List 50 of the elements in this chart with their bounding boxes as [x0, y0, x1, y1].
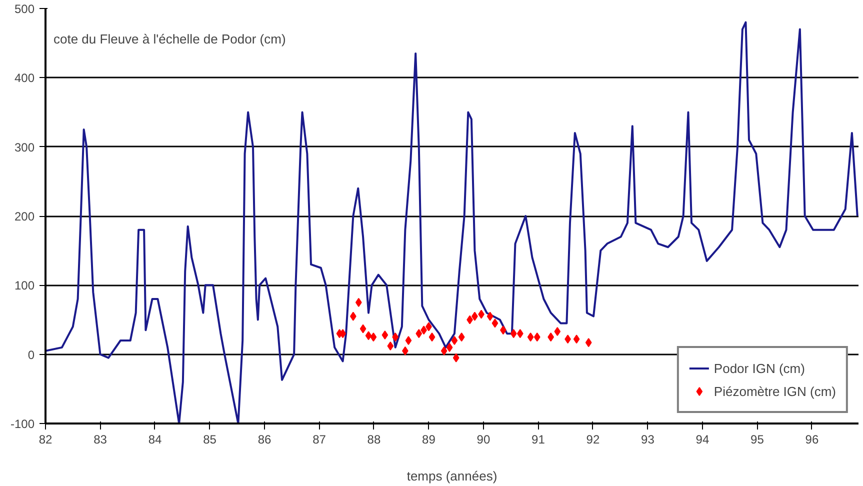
point	[510, 329, 517, 338]
x-tick-label: 91	[532, 432, 546, 446]
x-tick-label: 89	[422, 432, 436, 446]
y-axis-title: cote du Fleuve à l'échelle de Podor (cm)	[54, 32, 286, 46]
point	[585, 338, 592, 348]
point	[387, 342, 394, 351]
x-tick-label: 86	[258, 432, 272, 446]
point	[451, 336, 458, 345]
point	[370, 332, 377, 342]
x-axis-title: temps (années)	[406, 468, 498, 484]
x-tick-label: 90	[476, 432, 490, 446]
point	[458, 332, 465, 342]
y-tick-label: 300	[14, 140, 35, 154]
point	[573, 334, 580, 344]
y-tick-label: -100	[10, 417, 35, 431]
y-tick-label: 200	[14, 210, 35, 224]
y-tick-label: 100	[14, 278, 35, 293]
x-tick-label: 85	[203, 432, 217, 446]
point	[382, 330, 388, 340]
point	[446, 342, 453, 352]
x-tick-label: 92	[586, 432, 600, 446]
point	[416, 329, 422, 338]
x-tick-label: 84	[148, 432, 162, 446]
x-tick-label: 82	[38, 432, 52, 446]
point	[486, 312, 494, 321]
point	[554, 327, 561, 336]
x-tick-label: 95	[750, 432, 764, 446]
point	[365, 331, 372, 340]
point	[355, 298, 362, 307]
point	[452, 353, 460, 362]
point	[440, 346, 448, 356]
x-tick-label: 83	[94, 432, 108, 446]
x-tick-label: 88	[367, 432, 381, 446]
point	[360, 324, 366, 334]
legend-label: Piézomètre IGN (cm)	[714, 384, 836, 398]
point	[534, 332, 540, 342]
point	[516, 329, 524, 338]
point	[428, 332, 436, 342]
y-tick-label: 0	[28, 348, 35, 362]
x-tick-label: 94	[696, 432, 710, 446]
point	[527, 332, 534, 342]
y-tick-label: 400	[14, 71, 35, 86]
point	[492, 318, 498, 328]
x-tick-label: 93	[641, 432, 655, 446]
y-tick-label: 500	[14, 2, 35, 16]
point	[392, 332, 399, 342]
x-tick-label: 96	[805, 432, 819, 446]
x-tick-label: 87	[312, 432, 326, 446]
legend-label: Podor IGN (cm)	[714, 360, 805, 376]
point	[405, 336, 412, 345]
